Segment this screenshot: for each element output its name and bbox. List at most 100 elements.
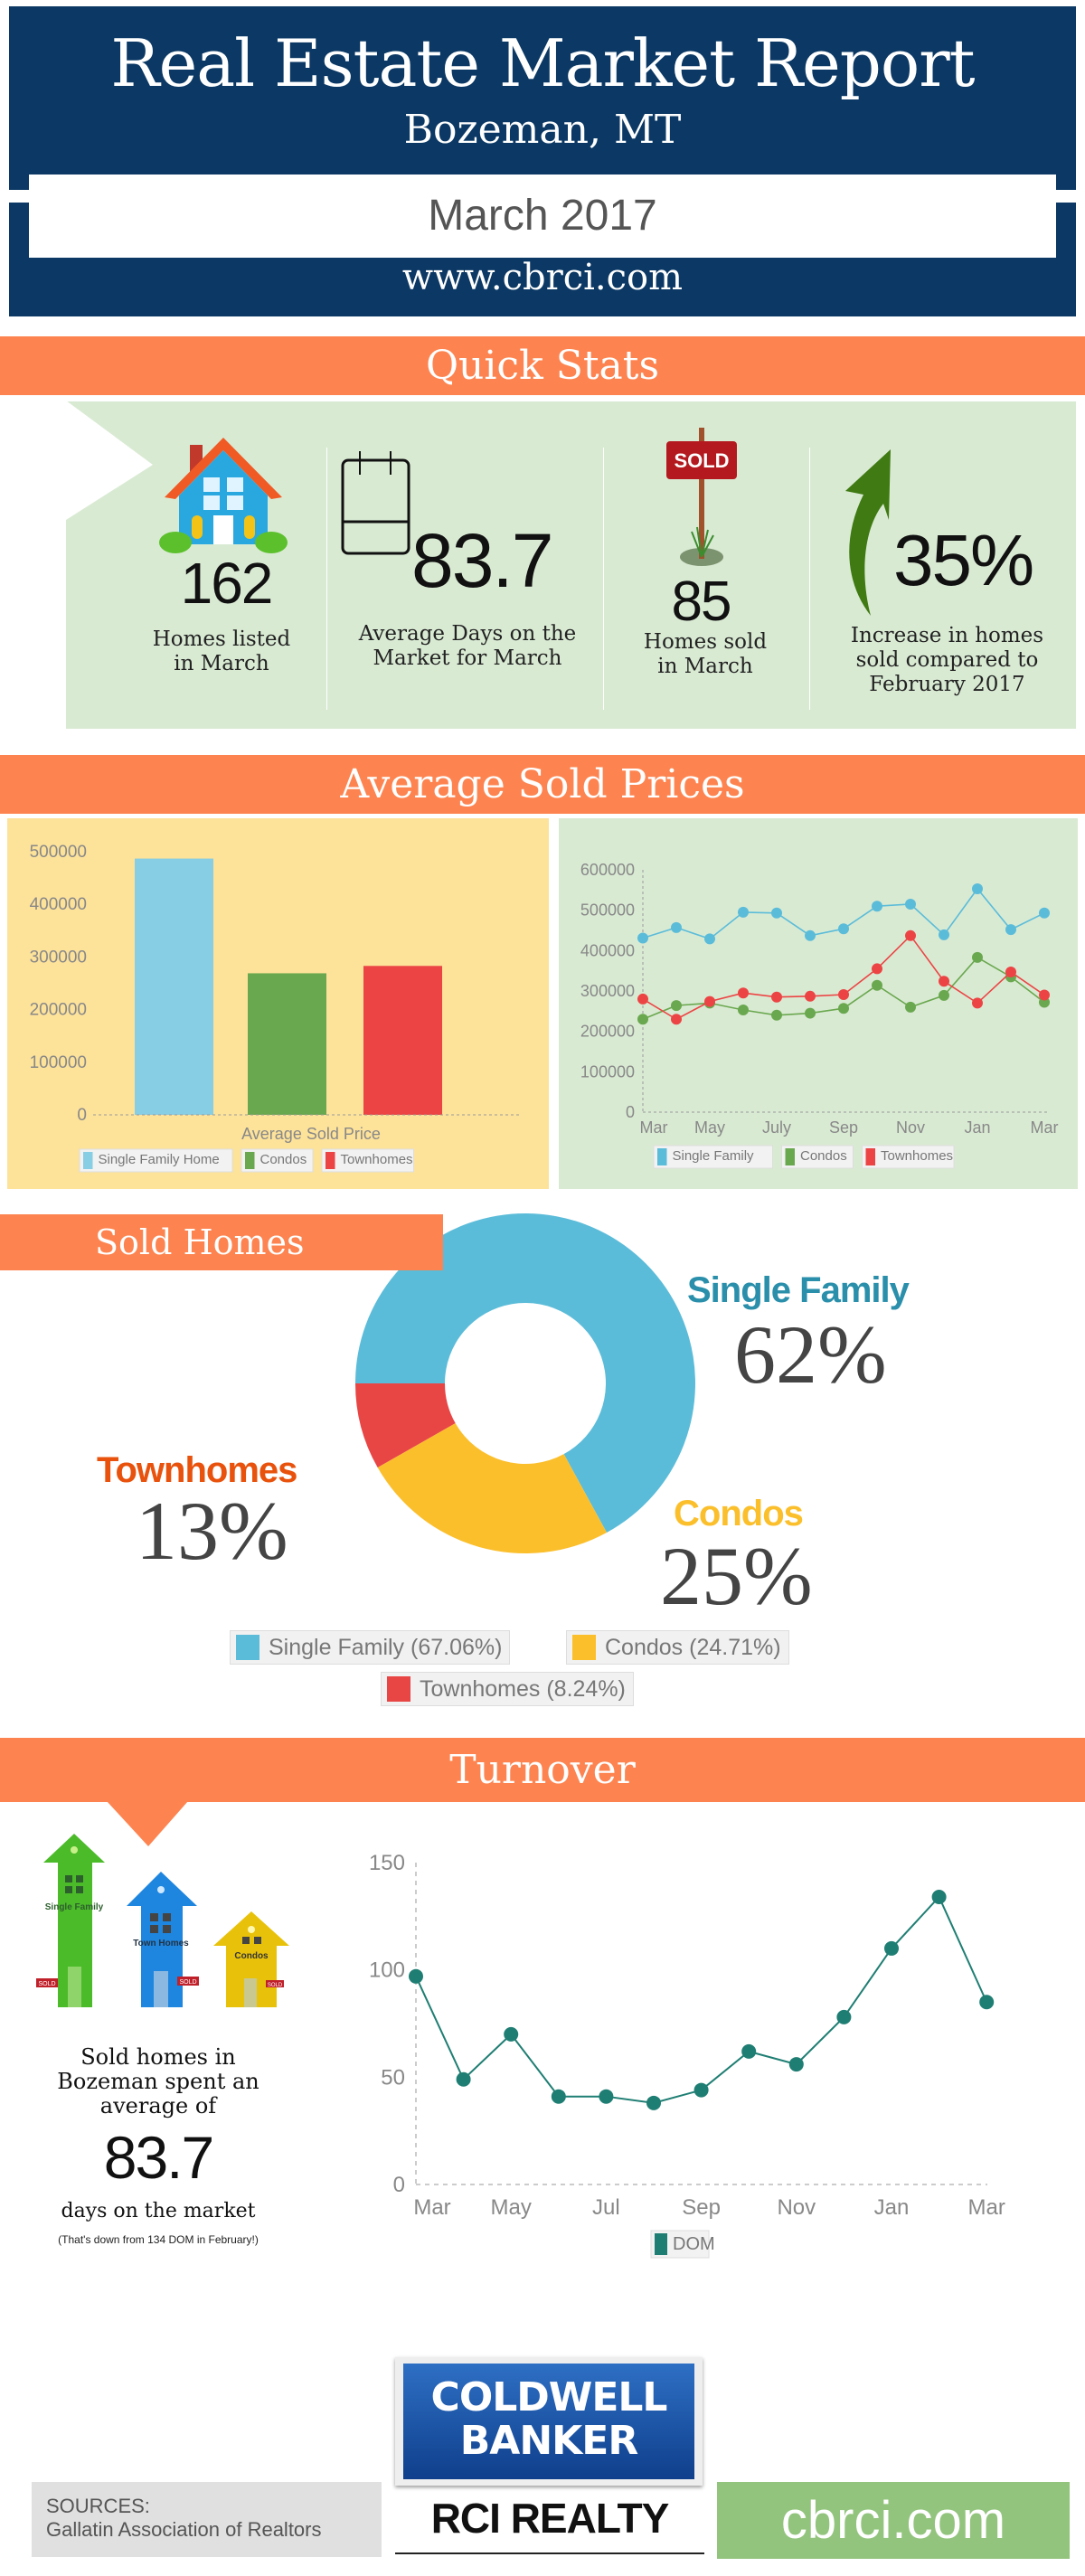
turnover-unit-text: days on the market — [61, 2200, 256, 2222]
pie-legend-single-family[interactable]: Single Family (67.06%) — [230, 1630, 511, 1665]
data-point-townhomes — [671, 1014, 682, 1025]
house-label: Condos — [234, 1951, 269, 1961]
legend-item — [79, 1148, 233, 1173]
up-arrow-icon — [845, 449, 891, 616]
data-point-condos — [637, 1014, 648, 1025]
x-tick-label: Sep — [682, 2195, 721, 2220]
pie-legend-condos[interactable]: Condos (24.71%) — [566, 1630, 789, 1665]
y-tick-label: 400000 — [30, 895, 87, 914]
sold-sign-text: SOLD — [674, 449, 729, 472]
data-point-dom — [504, 2026, 519, 2042]
data-point-townhomes — [838, 989, 849, 1001]
data-point-single-family — [905, 898, 916, 910]
legend-label: Townhomes — [881, 1148, 953, 1164]
data-point-condos — [872, 979, 882, 991]
data-point-townhomes — [939, 976, 949, 987]
legend-swatch — [245, 1152, 255, 1169]
legend-label: Townhomes — [341, 1152, 413, 1167]
data-point-dom — [599, 2089, 614, 2104]
bar-condos — [248, 973, 326, 1115]
data-point-condos — [905, 1001, 916, 1013]
legend-item — [321, 1148, 414, 1173]
sources-box: SOURCES: Gallatin Association of Realtor… — [32, 2482, 382, 2557]
sources-title: SOURCES: — [46, 2495, 150, 2517]
data-point-dom — [741, 2043, 757, 2059]
stat-divider — [603, 448, 604, 710]
x-tick-label: July — [762, 1118, 791, 1137]
data-point-townhomes — [771, 991, 782, 1003]
y-tick-label: 0 — [77, 1106, 87, 1125]
header-website-link[interactable]: www.cbrci.com — [401, 257, 684, 298]
data-point-dom — [788, 2057, 804, 2072]
x-tick-label: Jul — [592, 2195, 620, 2220]
data-point-townhomes — [1005, 967, 1016, 978]
sold-homes-donut-chart — [355, 1213, 695, 1553]
y-tick-label: 200000 — [30, 1001, 87, 1020]
section-header-sold-homes: Sold Homes — [0, 1214, 443, 1270]
bar-townhomes — [363, 966, 442, 1115]
legend-label: DOM — [673, 2234, 715, 2254]
data-point-dom — [409, 1968, 423, 1984]
donut-slice-single-family — [355, 1213, 695, 1533]
pie-legend-townhomes[interactable]: Townhomes (8.24%) — [381, 1672, 634, 1706]
y-tick-label: 50 — [381, 2065, 405, 2090]
data-point-single-family — [972, 882, 983, 894]
turnover-intro-text: Sold homes in Bozeman spent an average o… — [57, 2044, 259, 2118]
data-point-single-family — [872, 901, 882, 912]
x-tick-label: Jan — [964, 1118, 990, 1137]
turnover-note: (That's down from 134 DOM in February!) — [58, 2233, 259, 2246]
data-point-single-family — [738, 906, 749, 918]
x-tick-label: Jan — [874, 2195, 910, 2220]
legend-label: Condos — [800, 1148, 847, 1164]
legend-swatch — [326, 1152, 335, 1169]
data-point-condos — [805, 1007, 816, 1019]
legend-label: Condos — [260, 1152, 307, 1167]
data-point-condos — [939, 989, 949, 1001]
data-point-condos — [671, 1000, 682, 1012]
data-point-townhomes — [704, 995, 715, 1007]
legend-swatch — [387, 1676, 410, 1702]
legend-swatch — [865, 1148, 875, 1165]
section-header-turnover: Turnover — [0, 1738, 1085, 1802]
report-title: Real Estate Market Report — [110, 25, 975, 101]
x-axis-label: Average Sold Price — [241, 1125, 381, 1143]
avg-price-bar-chart: 0 100000 200000 300000 400000 500000 Average S… — [30, 843, 519, 1173]
legend-label: Single Family (67.06%) — [269, 1635, 503, 1660]
stat-increase-label: Increase in homes sold compared to Febru… — [850, 624, 1044, 696]
sold-sign-icon: SOLD — [666, 428, 737, 566]
section-header-avg-prices: Average Sold Prices — [0, 755, 1085, 814]
callout-townhomes-pct: 13% — [136, 1485, 288, 1577]
stat-homes-listed-label: Homes listed in March — [152, 627, 291, 675]
footer-website-link[interactable]: cbrci.com — [717, 2482, 1070, 2559]
stat-homes-sold-value: 85 — [671, 571, 732, 633]
data-point-single-family — [704, 933, 715, 945]
y-tick-label: 300000 — [30, 948, 87, 967]
data-point-condos — [771, 1009, 782, 1021]
data-point-townhomes — [905, 929, 916, 941]
pointer-triangle — [107, 1801, 188, 1846]
data-point-single-family — [939, 929, 949, 940]
y-tick-label: 100 — [369, 1958, 405, 1983]
sources-text: Gallatin Association of Realtors — [46, 2518, 322, 2541]
chevron-notch — [66, 401, 153, 520]
data-point-townhomes — [1039, 989, 1050, 1001]
x-tick-label: Mar — [1031, 1118, 1059, 1137]
sold-tag: SOLD — [38, 1981, 55, 1987]
y-tick-label: 400000 — [580, 941, 635, 959]
data-point-single-family — [805, 929, 816, 941]
house-icon — [159, 438, 288, 553]
data-point-dom — [979, 1995, 995, 2010]
data-point-condos — [972, 951, 983, 963]
x-tick-label: Mar — [968, 2195, 1005, 2220]
stat-divider — [326, 448, 327, 710]
y-tick-label: 0 — [626, 1103, 635, 1121]
legend-item — [653, 1145, 773, 1169]
donut-slice-condos — [377, 1423, 608, 1553]
x-tick-label: May — [491, 2195, 532, 2220]
coldwell-banker-logo[interactable]: COLDWELL BANKER — [403, 2364, 694, 2479]
sold-tag: SOLD — [179, 1979, 196, 1986]
legend-swatch — [236, 1635, 259, 1660]
report-location: Bozeman, MT — [403, 107, 682, 153]
company-name: RCI REALTY — [430, 2495, 670, 2542]
data-point-single-family — [637, 932, 648, 944]
